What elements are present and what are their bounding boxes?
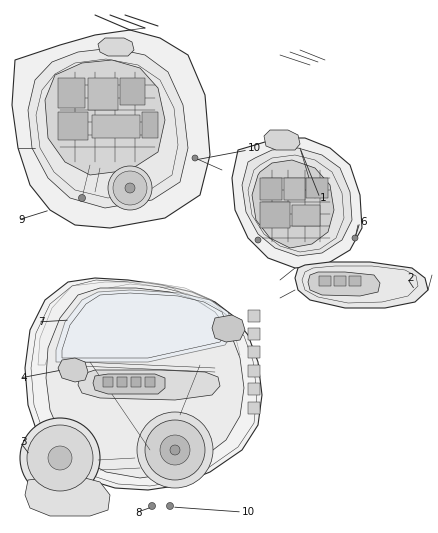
Text: 1: 1 xyxy=(320,193,327,203)
Circle shape xyxy=(192,155,198,161)
Polygon shape xyxy=(25,278,262,490)
Polygon shape xyxy=(56,290,235,362)
Polygon shape xyxy=(117,377,127,387)
Polygon shape xyxy=(38,282,240,365)
Polygon shape xyxy=(58,78,85,108)
Circle shape xyxy=(145,420,205,480)
Text: 3: 3 xyxy=(20,437,27,447)
Polygon shape xyxy=(131,377,141,387)
Polygon shape xyxy=(78,370,220,400)
Polygon shape xyxy=(248,310,260,322)
Polygon shape xyxy=(260,202,290,228)
Polygon shape xyxy=(120,78,145,105)
Polygon shape xyxy=(248,346,260,358)
Polygon shape xyxy=(260,178,282,200)
Circle shape xyxy=(137,412,213,488)
Polygon shape xyxy=(25,478,110,516)
Circle shape xyxy=(170,445,180,455)
Polygon shape xyxy=(319,276,331,286)
Text: 7: 7 xyxy=(38,317,45,327)
Circle shape xyxy=(78,195,85,201)
Circle shape xyxy=(27,425,93,491)
Polygon shape xyxy=(12,30,210,228)
Text: 9: 9 xyxy=(18,215,25,225)
Polygon shape xyxy=(284,178,305,200)
Polygon shape xyxy=(93,374,165,394)
Polygon shape xyxy=(103,377,113,387)
Circle shape xyxy=(125,183,135,193)
Polygon shape xyxy=(292,205,320,226)
Text: 10: 10 xyxy=(248,143,261,153)
Polygon shape xyxy=(248,365,260,377)
Text: 8: 8 xyxy=(135,508,141,518)
Circle shape xyxy=(20,418,100,498)
Polygon shape xyxy=(232,138,362,268)
Polygon shape xyxy=(58,112,88,140)
Polygon shape xyxy=(145,377,155,387)
Polygon shape xyxy=(46,288,244,478)
Circle shape xyxy=(113,171,147,205)
Polygon shape xyxy=(349,276,361,286)
Polygon shape xyxy=(28,48,188,208)
Circle shape xyxy=(255,237,261,243)
Polygon shape xyxy=(295,262,428,308)
Polygon shape xyxy=(306,178,328,198)
Text: 10: 10 xyxy=(242,507,255,517)
Polygon shape xyxy=(88,78,118,110)
Circle shape xyxy=(352,235,358,241)
Polygon shape xyxy=(212,315,245,342)
Polygon shape xyxy=(98,38,134,56)
Polygon shape xyxy=(264,130,300,150)
Text: 6: 6 xyxy=(360,217,367,227)
Polygon shape xyxy=(308,272,380,296)
Polygon shape xyxy=(242,148,352,256)
Polygon shape xyxy=(248,402,260,414)
Circle shape xyxy=(160,435,190,465)
Circle shape xyxy=(148,503,155,510)
Text: 2: 2 xyxy=(407,273,413,283)
Circle shape xyxy=(108,166,152,210)
Polygon shape xyxy=(252,160,334,248)
Text: 4: 4 xyxy=(20,373,27,383)
Polygon shape xyxy=(142,112,158,138)
Circle shape xyxy=(48,446,72,470)
Polygon shape xyxy=(92,115,140,138)
Polygon shape xyxy=(248,383,260,395)
Polygon shape xyxy=(334,276,346,286)
Polygon shape xyxy=(45,60,165,175)
Polygon shape xyxy=(248,328,260,340)
Circle shape xyxy=(166,503,173,510)
Polygon shape xyxy=(58,358,88,382)
